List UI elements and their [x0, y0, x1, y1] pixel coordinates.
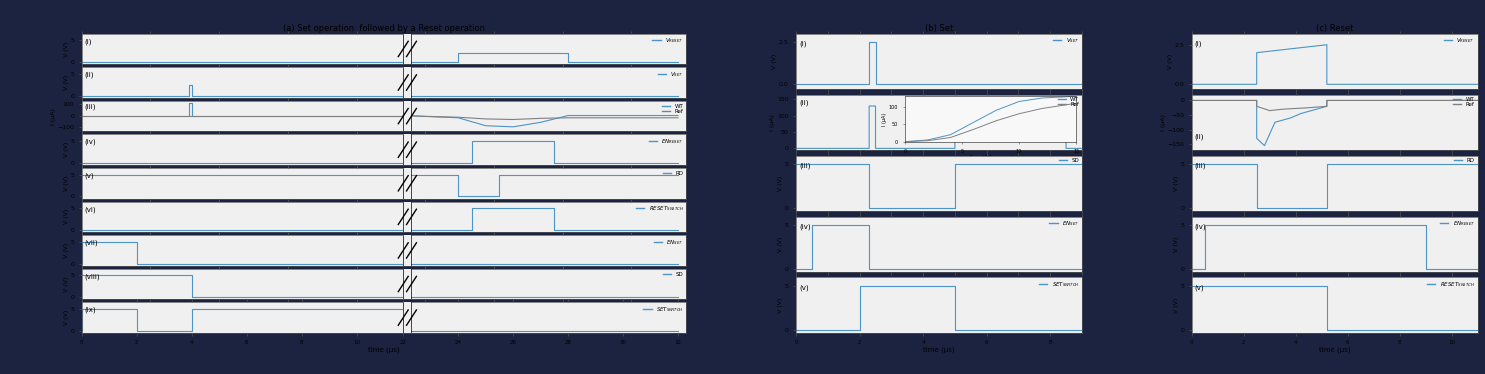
Text: (iv): (iv)	[85, 139, 97, 145]
Y-axis label: V (V): V (V)	[778, 237, 783, 252]
Bar	[404, 202, 411, 232]
Y-axis label: V (V): V (V)	[64, 142, 68, 157]
Y-axis label: V (V): V (V)	[64, 41, 68, 56]
Bar	[404, 235, 411, 266]
Legend: $EN_{RESET}$: $EN_{RESET}$	[1440, 219, 1475, 228]
Legend: $V_{RESET}$: $V_{RESET}$	[1443, 36, 1475, 45]
Bar	[404, 34, 411, 64]
Text: (i): (i)	[1194, 40, 1201, 47]
Legend: WT, Ref: WT, Ref	[1057, 97, 1080, 107]
Legend: RD: RD	[662, 171, 683, 176]
Bar	[404, 67, 411, 98]
Y-axis label: V (V): V (V)	[64, 243, 68, 258]
Title: (a) Set operation  followed by a Reset operation: (a) Set operation followed by a Reset op…	[284, 24, 486, 33]
Y-axis label: V (V): V (V)	[1173, 237, 1179, 252]
Legend: $SET_{SWITCH}$: $SET_{SWITCH}$	[643, 305, 683, 314]
Y-axis label: V (V): V (V)	[64, 75, 68, 90]
Text: (i): (i)	[85, 38, 92, 45]
Text: (iv): (iv)	[799, 223, 811, 230]
Y-axis label: I (µA): I (µA)	[50, 108, 56, 125]
Text: (iii): (iii)	[799, 162, 811, 169]
Text: (v): (v)	[1194, 284, 1204, 291]
Y-axis label: V (V): V (V)	[64, 276, 68, 292]
Title: (b) Set: (b) Set	[925, 24, 953, 33]
Legend: SD: SD	[662, 272, 683, 276]
Bar	[404, 269, 411, 299]
Y-axis label: V (V): V (V)	[778, 176, 783, 191]
Y-axis label: V (V): V (V)	[778, 298, 783, 313]
Legend: $RESET_{SWITCH}$: $RESET_{SWITCH}$	[636, 204, 683, 213]
Y-axis label: I (µA): I (µA)	[1161, 114, 1166, 131]
Legend: $EN_{RESET}$: $EN_{RESET}$	[649, 137, 683, 146]
Bar	[404, 101, 411, 131]
Bar	[404, 134, 411, 165]
Legend: WT, Ref: WT, Ref	[1454, 97, 1475, 107]
X-axis label: time (µs): time (µs)	[1319, 347, 1350, 353]
Y-axis label: V (V): V (V)	[64, 209, 68, 224]
Text: (iii): (iii)	[1194, 162, 1206, 169]
Text: (iii): (iii)	[85, 103, 97, 110]
Text: (ii): (ii)	[85, 72, 94, 78]
Legend: WT, Ref: WT, Ref	[662, 104, 683, 114]
Text: (viii): (viii)	[85, 273, 101, 280]
Legend: $EN_{SET}$: $EN_{SET}$	[1050, 219, 1080, 228]
Text: (v): (v)	[85, 172, 95, 179]
X-axis label: time (µs): time (µs)	[368, 347, 399, 353]
Y-axis label: V (V): V (V)	[1173, 298, 1179, 313]
Legend: $RESET_{SWITCH}$: $RESET_{SWITCH}$	[1427, 280, 1475, 289]
Text: (ix): (ix)	[85, 307, 97, 313]
Text: (i): (i)	[799, 40, 806, 47]
Text: (v): (v)	[799, 284, 809, 291]
Y-axis label: V (V): V (V)	[1167, 54, 1173, 69]
Text: (vi): (vi)	[85, 206, 97, 213]
Legend: $SET_{SWITCH}$: $SET_{SWITCH}$	[1040, 280, 1080, 289]
Legend: SD: SD	[1059, 158, 1080, 163]
Text: (iv): (iv)	[1194, 223, 1206, 230]
Bar	[404, 168, 411, 199]
Title: (c) Reset: (c) Reset	[1316, 24, 1353, 33]
Y-axis label: V (V): V (V)	[64, 176, 68, 191]
Legend: $EN_{SET}$: $EN_{SET}$	[653, 238, 683, 247]
Y-axis label: V (V): V (V)	[64, 310, 68, 325]
Y-axis label: V (V): V (V)	[772, 54, 777, 69]
Legend: $V_{RESET}$: $V_{RESET}$	[652, 36, 683, 45]
X-axis label: time (µs): time (µs)	[924, 347, 955, 353]
Text: (ii): (ii)	[799, 99, 808, 105]
Legend: $V_{SET}$: $V_{SET}$	[658, 70, 683, 79]
Bar	[404, 302, 411, 333]
Y-axis label: I (µA): I (µA)	[771, 114, 775, 131]
Text: (ii): (ii)	[1194, 134, 1204, 140]
Legend: $V_{SET}$: $V_{SET}$	[1053, 36, 1080, 45]
Text: (vii): (vii)	[85, 240, 98, 246]
Y-axis label: V (V): V (V)	[1173, 176, 1179, 191]
Legend: RD: RD	[1454, 158, 1475, 163]
